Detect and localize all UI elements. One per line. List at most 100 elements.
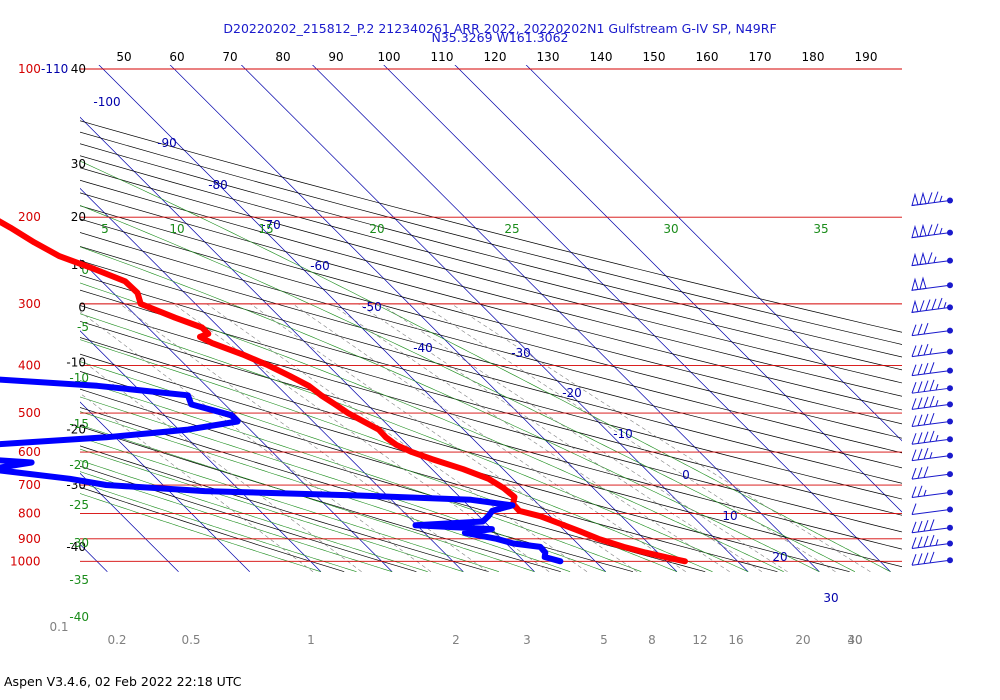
pressure-label: 1000 <box>10 554 41 568</box>
dry-adiabat-line <box>80 192 902 411</box>
moist-adiabat-line <box>80 460 428 572</box>
theta-e-label: 25 <box>504 222 519 236</box>
wind-barb <box>911 343 953 358</box>
theta-e-label: -15 <box>69 417 89 431</box>
mixing-ratio-line <box>119 303 489 572</box>
wind-barb <box>911 395 953 410</box>
wind-barb <box>911 466 953 480</box>
top-axis-label: 180 <box>802 50 825 64</box>
mixing-ratio-label: 5 <box>600 633 608 647</box>
dry-adiabat-line <box>80 371 778 573</box>
wind-barb <box>911 534 953 549</box>
axis-labels: 100 -110200300400500600700800900100040302… <box>10 50 877 647</box>
isotherm-line <box>454 65 902 513</box>
moist-adiabat-line <box>80 339 713 572</box>
isotherm-line <box>169 65 678 572</box>
height-label: 0 <box>78 300 86 314</box>
top-axis-label: 50 <box>116 50 131 64</box>
isotherm-line <box>80 401 250 572</box>
top-axis-label: 110 <box>431 50 454 64</box>
moist-adiabat-line <box>80 282 784 572</box>
theta-e-label: 30 <box>663 222 678 236</box>
pressure-label: 300 <box>18 297 41 311</box>
height-label: -10 <box>66 356 86 370</box>
dry-adiabat-line <box>80 445 489 573</box>
mixing-ratio-line <box>80 392 314 572</box>
wind-barb <box>911 412 953 427</box>
theta-e-label: 15 <box>258 222 273 236</box>
chart-title: D20220202_215812_P.2 212340261 ARR 2022,… <box>223 21 776 36</box>
dry-adiabat-line <box>80 131 902 345</box>
moist-adiabat-line <box>80 205 856 572</box>
sounding-series <box>0 218 688 565</box>
dry-adiabat-line <box>80 155 902 371</box>
wind-barb <box>911 485 953 499</box>
moist-adiabat-line <box>80 448 464 572</box>
temperature-line <box>0 218 688 565</box>
isotherm-line <box>383 65 891 572</box>
wind-barb <box>911 297 953 314</box>
mixing-ratio-label: 40 <box>847 633 862 647</box>
mixing-ratio-line <box>80 311 432 572</box>
theta-e-label: -25 <box>69 498 89 512</box>
moist-adiabat-line <box>80 396 606 572</box>
wind-barb <box>911 191 953 207</box>
dry-adiabat-line <box>80 179 902 397</box>
isotherm-line <box>80 187 464 572</box>
mixing-ratio-line <box>173 303 550 572</box>
isotherm-label: -90 <box>157 136 177 150</box>
top-axis-label: 130 <box>537 50 560 64</box>
isotherm-line <box>80 116 535 572</box>
chart-subtitle: N35.3269 W161.3062 <box>431 30 568 45</box>
dry-adiabat-line <box>80 320 902 550</box>
mixing-ratio-line <box>330 303 730 572</box>
dry-adiabat-line <box>80 246 902 469</box>
isotherm-label: -20 <box>562 386 582 400</box>
dry-adiabat-line <box>80 353 850 573</box>
wind-barb <box>911 519 953 534</box>
isotherm-label: 0 <box>682 468 690 482</box>
height-label: 20 <box>71 210 86 224</box>
top-axis-label: 80 <box>275 50 290 64</box>
isotherm-line <box>240 65 749 572</box>
mixing-ratio-label: 0.2 <box>107 633 126 647</box>
moist-adiabat-line <box>80 436 499 572</box>
moist-adiabat-line <box>80 246 820 572</box>
mixing-ratio-label: 16 <box>728 633 743 647</box>
pressure-label: 600 <box>18 445 41 459</box>
dry-adiabat-line <box>80 143 902 358</box>
dry-adiabat-line <box>80 486 345 573</box>
wind-barb <box>911 322 953 337</box>
dry-adiabat-line <box>80 167 902 384</box>
isotherm-label: -40 <box>413 341 433 355</box>
isotherm-line <box>312 65 820 572</box>
theta-e-label: -35 <box>69 573 89 587</box>
dry-adiabat-line <box>80 465 417 573</box>
pressure-label: 700 <box>18 478 41 492</box>
wind-barb <box>911 362 953 377</box>
mixing-ratio-line <box>358 303 763 572</box>
top-axis-label: 90 <box>328 50 343 64</box>
mixing-ratio-line <box>206 303 588 572</box>
mixing-ratio-label: 0.5 <box>181 633 200 647</box>
theta-e-label: 20 <box>369 222 384 236</box>
isotherm-label: -30 <box>511 346 531 360</box>
dry-adiabat-line <box>80 289 902 516</box>
top-axis-label: 60 <box>169 50 184 64</box>
pressure-label: 200 <box>18 210 41 224</box>
isotherm-label: 20 <box>772 550 787 564</box>
wind-barb <box>911 251 953 267</box>
dewpoint-line <box>0 376 564 565</box>
moist-adiabat-line <box>80 411 571 572</box>
version-footer: Aspen V3.4.6, 02 Feb 2022 22:18 UTC <box>4 674 242 689</box>
dry-adiabat-line <box>80 218 902 439</box>
dry-adiabat-line <box>80 120 902 333</box>
moist-adiabat-line <box>80 471 393 572</box>
dry-adiabat-line <box>80 232 902 454</box>
mixing-ratio-line <box>451 303 871 572</box>
isotherm-label: 10 <box>722 509 737 523</box>
wind-barb <box>911 503 953 516</box>
isotherm-line <box>98 65 606 572</box>
isotherm-label: -50 <box>362 300 382 314</box>
mixing-ratio-label: 30 <box>847 633 862 647</box>
